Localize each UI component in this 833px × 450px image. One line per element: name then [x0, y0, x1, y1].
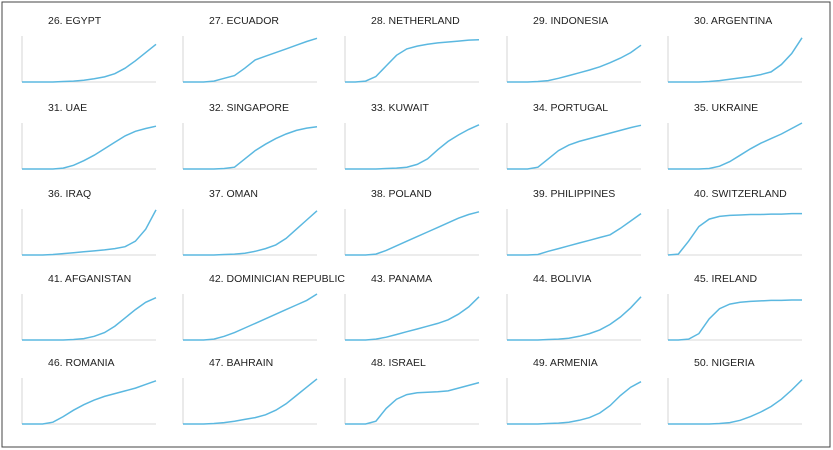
series-line: [22, 380, 157, 425]
chart-title: 36. IRAQ: [48, 188, 91, 200]
chart-title: 41. AFGANISTAN: [48, 273, 131, 285]
chart-title: 34. PORTUGAL: [533, 102, 608, 114]
chart-title: 42. DOMINICIAN REPUBLIC: [209, 273, 345, 285]
series-line: [183, 37, 318, 83]
chart-title: 50. NIGERIA: [694, 357, 755, 369]
series-line: [507, 296, 642, 341]
chart-title: 30. ARGENTINA: [694, 15, 772, 27]
chart-title: 48. ISRAEL: [371, 357, 426, 369]
series-line: [345, 296, 480, 341]
series-line: [667, 212, 802, 256]
chart-title: 44. BOLIVIA: [533, 273, 591, 285]
chart-title: 46. ROMANIA: [48, 357, 115, 369]
series-line: [668, 299, 802, 341]
series-line: [183, 210, 318, 256]
series-line: [668, 379, 803, 425]
chart-title: 40. SWITZERLAND: [694, 188, 787, 200]
chart-title: 28. NETHERLAND: [371, 15, 460, 27]
chart-title: 29. INDONESIA: [533, 15, 608, 27]
series-line: [345, 38, 480, 83]
series-line: [345, 124, 480, 170]
chart-title: 33. KUWAIT: [371, 102, 430, 114]
series-line: [668, 122, 803, 170]
series-line: [507, 212, 642, 256]
chart-title: 49. ARMENIA: [533, 357, 598, 369]
series-line: [345, 211, 480, 256]
series-line: [22, 43, 157, 83]
chart-title: 43. PANAMA: [371, 273, 432, 285]
chart-title: 35. UKRAINE: [694, 102, 758, 114]
chart-title: 26. EGYPT: [48, 15, 102, 27]
chart-title: 32. SINGAPORE: [209, 102, 289, 114]
series-line: [22, 125, 157, 170]
series-line: [345, 381, 480, 425]
chart-title: 39. PHILIPPINES: [533, 188, 615, 200]
series-line: [22, 297, 157, 341]
chart-title: 38. POLAND: [371, 188, 432, 200]
series-line: [668, 37, 803, 83]
chart-title: 45. IRELAND: [694, 273, 757, 285]
series-line: [507, 124, 642, 170]
series-line: [183, 125, 318, 170]
series-line: [507, 44, 642, 83]
chart-title: 47. BAHRAIN: [209, 357, 273, 369]
chart-title: 31. UAE: [48, 102, 87, 114]
chart-title: 37. OMAN: [209, 188, 258, 200]
series-line: [183, 293, 318, 341]
series-line: [507, 381, 642, 425]
series-line: [183, 378, 318, 425]
series-line: [22, 209, 157, 256]
chart-title: 27. ECUADOR: [209, 15, 279, 27]
